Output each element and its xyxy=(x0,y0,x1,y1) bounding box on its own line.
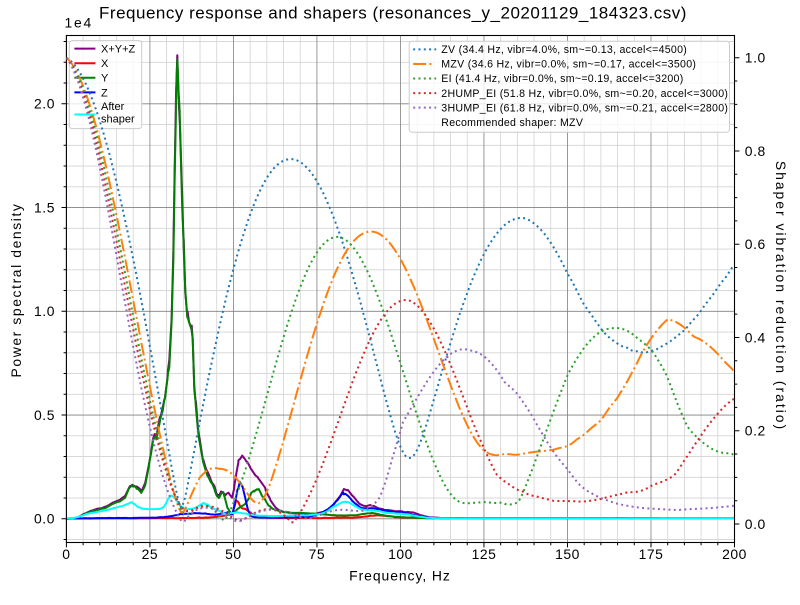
svg-text:2HUMP_EI (51.8 Hz, vibr=0.0%,: 2HUMP_EI (51.8 Hz, vibr=0.0%, sm~=0.20, … xyxy=(441,88,728,100)
svg-text:0.0: 0.0 xyxy=(745,516,766,532)
svg-text:Frequency, Hz: Frequency, Hz xyxy=(349,568,451,584)
svg-text:MZV (34.6 Hz, vibr=0.0%, sm~=0: MZV (34.6 Hz, vibr=0.0%, sm~=0.17, accel… xyxy=(441,59,696,71)
svg-text:EI (41.4 Hz, vibr=0.0%, sm~=0.: EI (41.4 Hz, vibr=0.0%, sm~=0.19, accel<… xyxy=(441,73,683,85)
svg-text:0.0: 0.0 xyxy=(34,511,55,527)
svg-text:25: 25 xyxy=(142,546,159,562)
svg-text:Y: Y xyxy=(101,73,109,85)
svg-text:200: 200 xyxy=(722,546,747,562)
svg-text:75: 75 xyxy=(309,546,326,562)
svg-text:1.0: 1.0 xyxy=(745,50,766,66)
svg-text:0.4: 0.4 xyxy=(745,329,766,345)
svg-text:Shaper vibration reduction (ra: Shaper vibration reduction (ratio) xyxy=(773,161,789,431)
svg-text:0.8: 0.8 xyxy=(745,143,766,159)
svg-text:50: 50 xyxy=(225,546,242,562)
svg-text:100: 100 xyxy=(388,546,413,562)
svg-text:0: 0 xyxy=(62,546,70,562)
svg-text:1e4: 1e4 xyxy=(65,15,94,31)
svg-text:150: 150 xyxy=(555,546,580,562)
svg-text:1.5: 1.5 xyxy=(34,199,55,215)
svg-text:Recommended shaper: MZV: Recommended shaper: MZV xyxy=(441,117,584,129)
svg-text:1.0: 1.0 xyxy=(34,303,55,319)
svg-text:Z: Z xyxy=(101,87,108,99)
svg-text:X: X xyxy=(101,58,109,70)
svg-text:175: 175 xyxy=(639,546,664,562)
svg-text:0.2: 0.2 xyxy=(745,423,766,439)
svg-text:X+Y+Z: X+Y+Z xyxy=(101,44,136,56)
svg-text:Frequency response and shapers: Frequency response and shapers (resonanc… xyxy=(99,3,687,22)
svg-text:Power spectral density: Power spectral density xyxy=(8,203,24,378)
svg-text:2.0: 2.0 xyxy=(34,96,55,112)
svg-text:0.6: 0.6 xyxy=(745,236,766,252)
svg-text:125: 125 xyxy=(472,546,497,562)
svg-text:ZV (34.4 Hz, vibr=4.0%, sm~=0.: ZV (34.4 Hz, vibr=4.0%, sm~=0.13, accel<… xyxy=(441,44,687,56)
svg-text:shaper: shaper xyxy=(101,114,135,126)
svg-text:0.5: 0.5 xyxy=(34,407,55,423)
svg-text:3HUMP_EI (61.8 Hz, vibr=0.0%,: 3HUMP_EI (61.8 Hz, vibr=0.0%, sm~=0.21, … xyxy=(441,102,728,114)
svg-text:After: After xyxy=(101,101,125,113)
